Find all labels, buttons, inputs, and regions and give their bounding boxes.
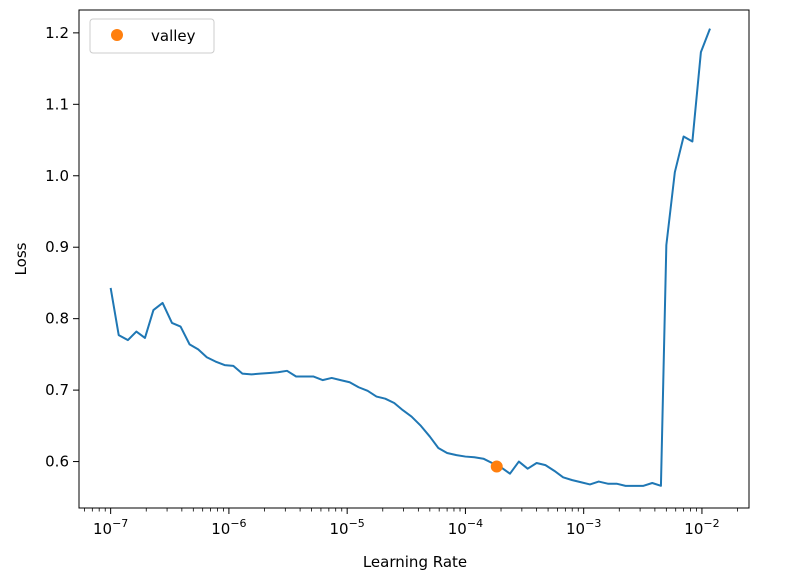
legend-valley-marker [111, 29, 123, 41]
plot-frame [78, 9, 750, 509]
x-tick-label: 10−2 [684, 517, 719, 538]
y-axis-ticks: 0.6 0.7 0.8 0.9 1.0 1.1 1.2 [45, 24, 79, 471]
y-tick-label: 1.1 [45, 95, 69, 113]
x-tick-label: 10−6 [211, 517, 246, 538]
y-tick-label: 0.7 [45, 381, 69, 399]
legend-box [89, 18, 215, 54]
y-axis-label: Loss [12, 242, 30, 275]
x-tick-label: 10−5 [330, 517, 365, 538]
y-tick-label: 1.0 [45, 167, 69, 185]
x-tick-label: 10−4 [448, 517, 483, 538]
loss-series-line [109, 28, 711, 487]
y-tick-label: 0.9 [45, 238, 69, 256]
legend-valley-label: valley [151, 27, 196, 45]
x-axis-ticks: 10−7 10−6 10−5 10−4 10−3 10−2 [84, 508, 738, 538]
x-tick-label: 10−3 [566, 517, 601, 538]
x-axis-label: Learning Rate [363, 553, 467, 571]
y-tick-label: 1.2 [45, 24, 69, 42]
y-tick-label: 0.6 [45, 453, 69, 471]
x-tick-label: 10−7 [93, 517, 128, 538]
legend: valley [89, 18, 215, 54]
y-tick-label: 0.8 [45, 310, 69, 328]
valley-marker [490, 460, 503, 473]
